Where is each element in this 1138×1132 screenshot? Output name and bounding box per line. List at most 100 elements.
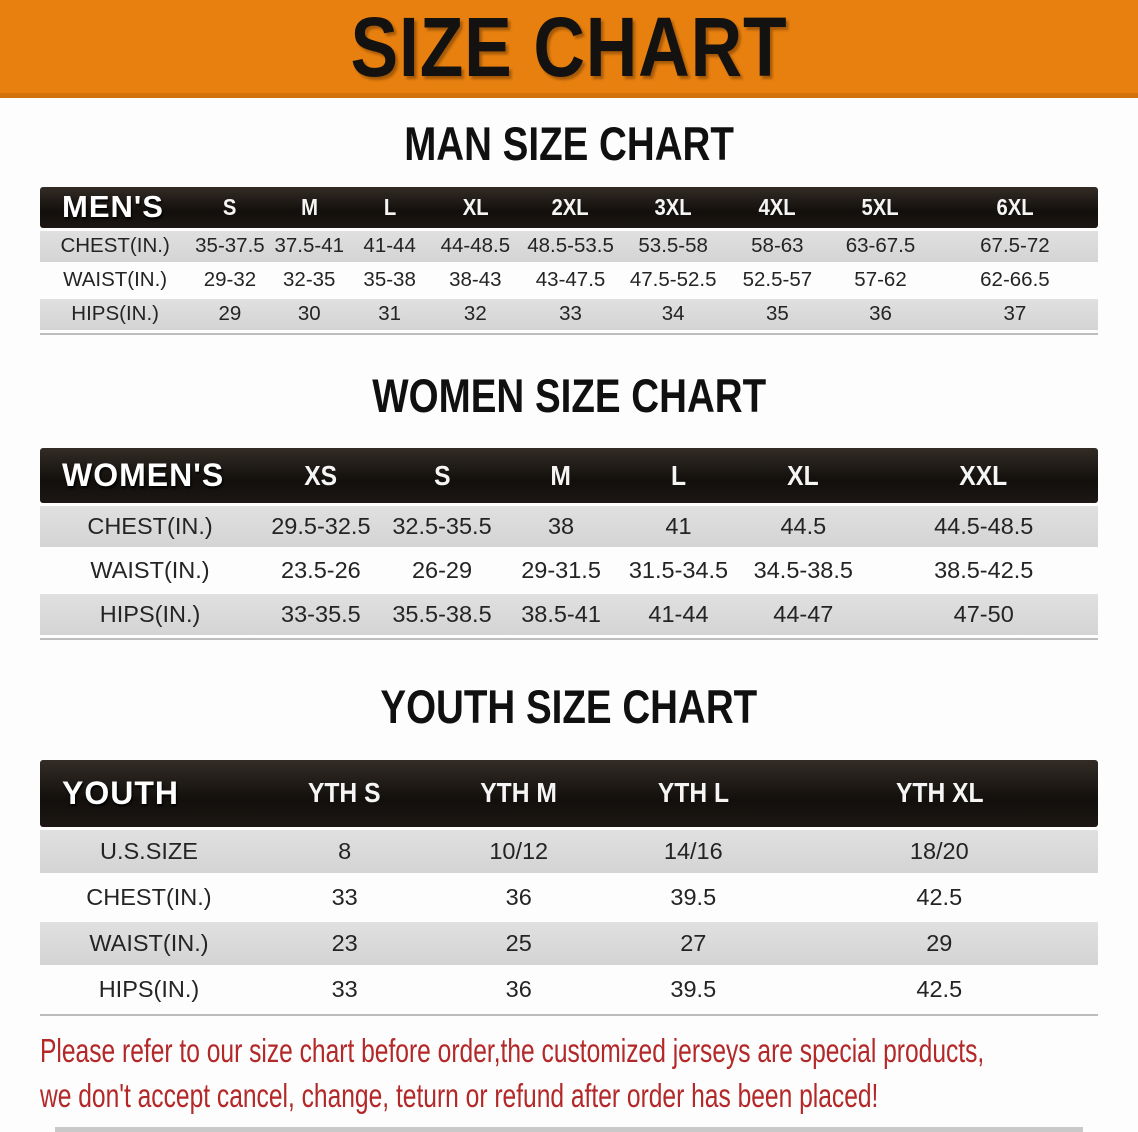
table-header-label-cell: MEN'S xyxy=(40,186,191,228)
value-cell: 44-48.5 xyxy=(430,230,521,262)
row-label-cell: WAIST(IN.) xyxy=(40,264,191,296)
value-cell: 29.5-32.5 xyxy=(260,506,382,548)
value-cell: 35 xyxy=(725,298,830,330)
size-column-header: XL xyxy=(737,448,870,504)
value-cell: 33 xyxy=(520,298,621,330)
value-cell: 14/16 xyxy=(606,829,781,873)
size-column-header: M xyxy=(502,448,620,504)
disclaimer-line-1: Please refer to our size chart before or… xyxy=(40,1031,985,1069)
value-cell: 31.5-34.5 xyxy=(619,550,738,592)
value-cell: 44-47 xyxy=(737,594,870,636)
banner: SIZE CHART xyxy=(0,0,1138,98)
value-cell: 30 xyxy=(269,298,349,330)
size-column-header: 2XL xyxy=(520,186,621,228)
value-cell: 34 xyxy=(620,298,726,330)
size-column-header: YTH S xyxy=(257,759,432,827)
value-cell: 58-63 xyxy=(725,230,830,262)
value-cell: 31 xyxy=(348,298,431,330)
size-column-header-text: L xyxy=(383,193,396,220)
value-cell: 34.5-38.5 xyxy=(737,550,870,592)
men-section-heading-text: MAN SIZE CHART xyxy=(404,117,734,170)
value-cell: 44.5 xyxy=(737,506,870,548)
size-column-header-text: XS xyxy=(304,459,338,491)
value-cell: 39.5 xyxy=(606,967,781,1011)
value-cell: 38 xyxy=(502,506,620,548)
value-cell: 62-66.5 xyxy=(931,264,1098,296)
size-column-header-text: YTH S xyxy=(308,777,381,809)
size-column-header: XXL xyxy=(869,448,1098,504)
size-column-header: L xyxy=(619,448,738,504)
value-cell: 43-47.5 xyxy=(520,264,621,296)
value-cell: 36 xyxy=(431,967,606,1011)
value-cell: 39.5 xyxy=(606,875,781,919)
size-column-header: 6XL xyxy=(931,186,1098,228)
table-row: HIPS(IN.) 33-35.5 35.5-38.5 38.5-41 41-44 44-… xyxy=(40,594,1098,636)
value-cell: 36 xyxy=(431,875,606,919)
size-column-header-text: YTH L xyxy=(657,777,729,809)
table-row: U.S.SIZE 8 10/12 14/16 18/20 xyxy=(40,829,1098,873)
women-section-heading: WOMEN SIZE CHART xyxy=(0,369,1138,423)
value-cell: 25 xyxy=(431,921,606,965)
value-cell: 41-44 xyxy=(348,230,431,262)
value-cell: 35-38 xyxy=(348,264,431,296)
value-cell: 29-31.5 xyxy=(502,550,620,592)
value-cell: 8 xyxy=(257,829,432,873)
size-column-header: XS xyxy=(260,448,382,504)
size-column-header: S xyxy=(381,448,503,504)
value-cell: 33 xyxy=(257,967,432,1011)
table-row: CHEST(IN.) 35-37.5 37.5-41 41-44 44-48.5 48.5… xyxy=(40,230,1098,262)
size-column-header: YTH L xyxy=(606,759,781,827)
value-cell: 47.5-52.5 xyxy=(620,264,726,296)
value-cell: 29 xyxy=(190,298,270,330)
table-row: HIPS(IN.) 29 30 31 32 33 34 35 36 37 xyxy=(40,298,1098,330)
row-label-cell: CHEST(IN.) xyxy=(40,875,258,919)
value-cell: 26-29 xyxy=(381,550,503,592)
table-header-row: YOUTH YTH S YTH M YTH L YTH XL xyxy=(40,759,1098,827)
row-label-cell: WAIST(IN.) xyxy=(40,921,258,965)
table-row: HIPS(IN.) 33 36 39.5 42.5 xyxy=(40,967,1098,1011)
value-cell: 48.5-53.5 xyxy=(520,230,621,262)
size-column-header-text: XL xyxy=(787,459,820,491)
disclaimer-note: Please refer to our size chart before or… xyxy=(40,1028,1138,1119)
size-column-header-text: S xyxy=(223,193,237,220)
table-row: WAIST(IN.) 23.5-26 26-29 29-31.5 31.5-34.5 34… xyxy=(40,550,1098,592)
value-cell: 41 xyxy=(619,506,738,548)
value-cell: 29 xyxy=(780,921,1098,965)
size-column-header-text: 2XL xyxy=(551,193,590,220)
value-cell: 37.5-41 xyxy=(269,230,349,262)
value-cell: 63-67.5 xyxy=(829,230,932,262)
value-cell: 23 xyxy=(257,921,432,965)
value-cell: 32-35 xyxy=(269,264,349,296)
size-column-header: XL xyxy=(430,186,521,228)
youth-section-heading-text: YOUTH SIZE CHART xyxy=(380,680,758,734)
size-column-header-text: M xyxy=(550,459,572,491)
men-section-heading: MAN SIZE CHART xyxy=(0,117,1138,171)
size-column-header: S xyxy=(190,186,270,228)
value-cell: 37 xyxy=(931,298,1098,330)
value-cell: 18/20 xyxy=(780,829,1098,873)
value-cell: 38.5-41 xyxy=(502,594,620,636)
size-column-header: M xyxy=(269,186,349,228)
value-cell: 27 xyxy=(606,921,781,965)
size-column-header-text: 6XL xyxy=(996,193,1034,220)
size-column-header: YTH M xyxy=(431,759,606,827)
value-cell: 44.5-48.5 xyxy=(869,506,1098,548)
size-column-header: 3XL xyxy=(620,186,726,228)
row-label-cell: U.S.SIZE xyxy=(40,829,258,873)
table-header-label-cell: YOUTH xyxy=(40,759,258,827)
row-label-cell: HIPS(IN.) xyxy=(40,298,191,330)
size-column-header-text: YTH XL xyxy=(895,777,984,809)
men-size-table: MEN'S S M L XL 2XL 3XL 4XL 5XL 6XL CHEST(IN.) 35-37… xyxy=(40,184,1098,335)
table-header-label-text: MEN'S xyxy=(62,189,164,225)
value-cell: 23.5-26 xyxy=(260,550,382,592)
women-size-table: WOMEN'S XS S M L XL XXL CHEST(IN.) 29.5-32.5 32.5… xyxy=(40,445,1098,641)
row-label-cell: CHEST(IN.) xyxy=(40,230,191,262)
row-label-cell: WAIST(IN.) xyxy=(40,550,261,592)
value-cell: 53.5-58 xyxy=(620,230,726,262)
table-header-label-cell: WOMEN'S xyxy=(40,448,261,504)
size-column-header-text: 3XL xyxy=(654,193,692,220)
size-column-header-text: S xyxy=(433,459,451,491)
row-label-cell: CHEST(IN.) xyxy=(40,506,261,548)
size-column-header: 5XL xyxy=(829,186,932,228)
